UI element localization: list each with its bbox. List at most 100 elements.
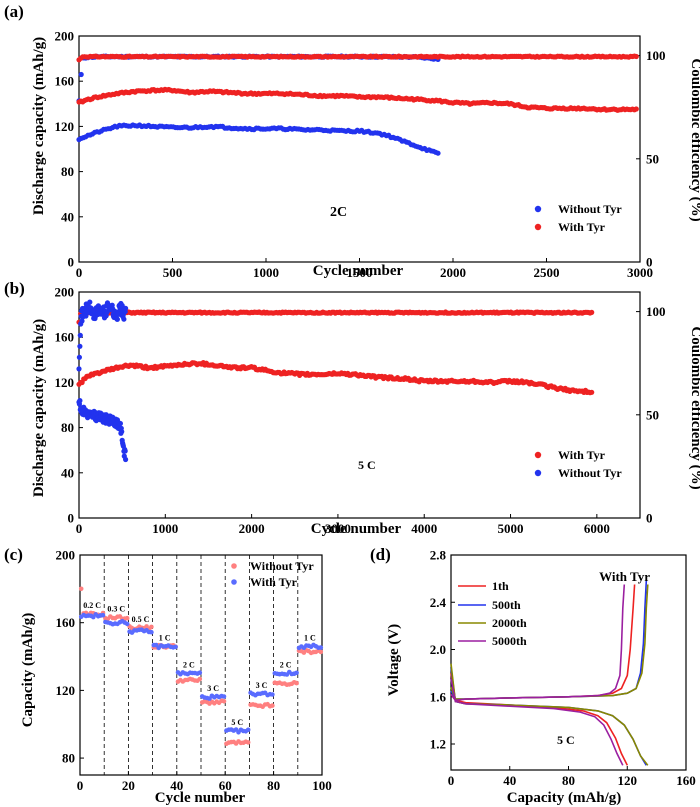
x-tick-label: 120 (618, 773, 638, 788)
data-point (79, 318, 85, 324)
xlabel-c: Cycle number (155, 790, 246, 806)
x-tick-label: 0 (77, 778, 84, 793)
legend-a-with-tyr: With Tyr (558, 220, 606, 234)
annotation-d: 5 C (557, 733, 575, 747)
annotation-b: 5 C (358, 458, 376, 472)
rate-label: 0.5 C (132, 615, 150, 624)
plot-area-c: 0 20 40 60 80 100 80 120 160 200 0.2 C 0.3 C 0.5 C 1 … (56, 548, 332, 794)
data-point (83, 313, 89, 319)
data-point (197, 670, 203, 675)
y-tick-label: 80 (61, 164, 74, 179)
plot-frame (78, 35, 641, 263)
ylabel-c: Capacity (mAh/g) (20, 613, 36, 728)
legend-marker-b-without-tyr (534, 469, 542, 477)
y-tick-label: 0 (68, 255, 75, 270)
legend-c-with-tyr: With Tyr (250, 575, 298, 589)
data-point (245, 727, 251, 733)
rate-label: 2 C (183, 660, 195, 669)
data-point (78, 586, 84, 592)
plot-area-b: 0 1000 2000 3000 4000 5000 6000040801201602000… (55, 285, 666, 537)
y-tick-label: 80 (61, 420, 74, 435)
xlabel-b: Cycle number (311, 521, 402, 537)
data-point (78, 71, 84, 78)
data-point (245, 740, 251, 745)
x-tick-label: 160 (676, 773, 696, 788)
x-tick-label: 500 (163, 265, 183, 280)
x-tick-label: 1000 (152, 521, 178, 536)
legend-b-with-tyr: With Tyr (558, 448, 606, 462)
data-point (124, 615, 130, 621)
y-tick-label: 40 (61, 209, 74, 224)
data-point (149, 624, 154, 630)
ylabel-d: Voltage (V) (386, 624, 402, 696)
curve-discharge (450, 672, 629, 766)
panel-label-a: (a) (4, 2, 24, 21)
panel-label-b: (b) (4, 279, 25, 298)
data-point (119, 429, 125, 435)
y-tick-label: 160 (55, 330, 75, 345)
annotation-a: 2C (330, 205, 347, 220)
y2-tick-label: 100 (646, 48, 666, 63)
rate-label: 0.3 C (107, 605, 125, 614)
legend-marker-a-with-tyr (534, 223, 542, 231)
legend-marker-c-with-tyr (231, 579, 237, 585)
data-point (77, 332, 83, 338)
plot-frame (78, 291, 641, 519)
ylabel-a: Discharge capacity (mAh/g) (31, 37, 47, 215)
data-point (294, 670, 299, 676)
y-tick-label: 0 (68, 511, 75, 526)
data-point (221, 699, 227, 704)
data-point (123, 456, 129, 463)
title-d: With Tyr (599, 569, 650, 584)
curve-charge (450, 580, 648, 700)
y2-tick-label: 100 (646, 304, 666, 319)
y2-tick-label: 50 (646, 151, 659, 166)
xlabel-a: Cycle number (313, 263, 404, 279)
y-tick-label: 200 (56, 548, 76, 563)
legend-marker-a-without-tyr (534, 205, 542, 213)
y-tick-label: 200 (55, 285, 75, 300)
data-point (221, 694, 227, 699)
x-tick-label: 1000 (253, 265, 279, 280)
curve-charge (450, 584, 636, 702)
y-tick-label: 2.0 (430, 642, 446, 657)
ylabel-b: Discharge capacity (mAh/g) (31, 319, 47, 497)
rate-label: 3 C (207, 684, 219, 693)
rate-label: 1 C (159, 633, 171, 642)
x-tick-label: 0 (76, 521, 83, 536)
x-tick-label: 80 (267, 778, 280, 793)
data-point (114, 316, 120, 322)
data-point (318, 649, 324, 655)
x-tick-label: 6000 (584, 521, 610, 536)
data-point (270, 703, 275, 708)
x-tick-label: 60 (219, 778, 232, 793)
x-tick-label: 3000 (627, 265, 653, 280)
y-tick-label: 80 (62, 751, 75, 766)
x-tick-label: 80 (562, 773, 575, 788)
y-tick-label: 160 (55, 74, 75, 89)
legend-d-2000th: 2000th (492, 616, 527, 630)
data-point (149, 629, 154, 635)
data-point (87, 299, 93, 305)
data-point (77, 398, 83, 404)
data-point (122, 448, 128, 454)
x-tick-label: 3000 (325, 521, 351, 536)
y-tick-label: 1.2 (430, 737, 446, 752)
data-point (76, 354, 82, 360)
y-tick-label: 2.4 (430, 595, 447, 610)
legend-marker-c-without-tyr (231, 563, 237, 569)
y2label-a: Coulombic efficiency (%) (688, 58, 700, 221)
x-tick-label: 20 (122, 778, 135, 793)
y-tick-label: 1.6 (430, 689, 447, 704)
xlabel-d: Capacity (mAh/g) (507, 790, 622, 806)
legend-d-1th: 1th (492, 579, 509, 593)
x-tick-label: 2000 (440, 265, 466, 280)
data-point (589, 389, 595, 395)
data-point (123, 305, 129, 311)
legend-d-5000th: 5000th (492, 634, 527, 648)
x-tick-label: 40 (503, 773, 516, 788)
data-point (633, 106, 639, 112)
x-tick-label: 40 (170, 778, 183, 793)
data-point (76, 366, 82, 372)
